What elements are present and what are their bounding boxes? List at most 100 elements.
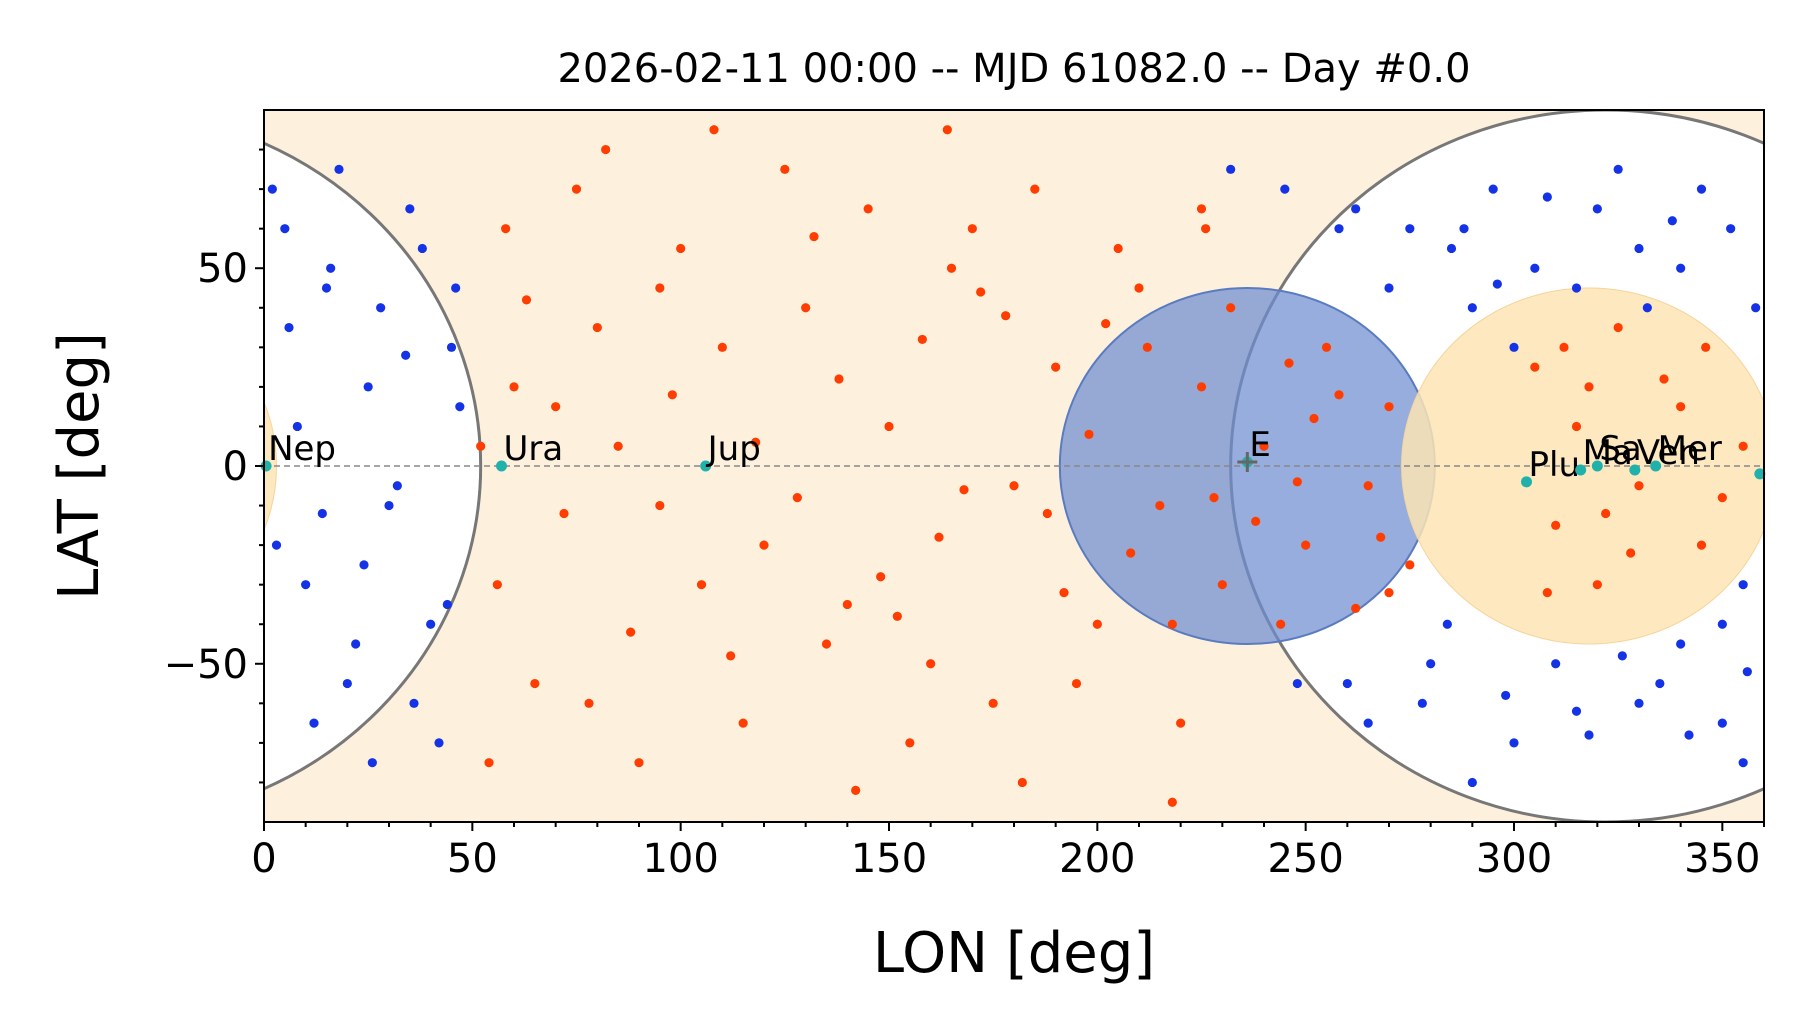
x-tick-label: 250 [1267, 836, 1343, 882]
red-point [1542, 587, 1552, 598]
blue-point [1292, 678, 1302, 689]
earth-cross-marker [1237, 452, 1258, 473]
red-point [946, 263, 957, 273]
blue-point [359, 560, 369, 570]
blue-point [417, 243, 427, 254]
planet-label: Jup [706, 429, 761, 469]
blue-point [1655, 678, 1665, 689]
blue-point [455, 402, 465, 412]
blue-point [1488, 184, 1498, 194]
blue-point [1738, 580, 1748, 590]
blue-point [409, 698, 419, 708]
red-point [751, 437, 761, 447]
blue-point [434, 738, 444, 748]
x-axis-label: LON [deg] [873, 921, 1155, 986]
blue-point [1351, 204, 1361, 214]
planet-marker [496, 460, 507, 472]
red-point [1059, 587, 1069, 598]
red-point [863, 204, 873, 214]
red-point [1092, 619, 1102, 629]
avoid-circle-1 [264, 141, 483, 791]
red-point [1592, 580, 1602, 590]
red-point [801, 303, 811, 313]
blue-point [1509, 342, 1519, 352]
red-point [1042, 508, 1052, 519]
blue-point [1571, 283, 1582, 293]
blue-point [351, 639, 361, 649]
planet-marker [1650, 460, 1662, 472]
red-point [1113, 243, 1123, 254]
red-point [934, 532, 944, 542]
red-point [1001, 311, 1011, 321]
red-point [876, 572, 886, 582]
planet-label: Plu [1529, 445, 1581, 485]
blue-point [392, 481, 402, 491]
blue-point [1417, 698, 1427, 708]
red-point [917, 334, 927, 345]
red-point [1334, 390, 1344, 400]
red-point [1301, 540, 1311, 550]
blue-point [334, 164, 344, 174]
blue-point [1492, 279, 1502, 289]
blue-point [1442, 619, 1452, 629]
red-point [592, 322, 602, 333]
red-point [1309, 413, 1319, 424]
red-point [1376, 532, 1386, 542]
red-point [1405, 560, 1415, 570]
red-point [1276, 619, 1286, 629]
red-point [1084, 429, 1094, 439]
red-point [1738, 441, 1748, 451]
x-tick-label: 50 [447, 836, 498, 882]
planet-marker [700, 460, 712, 472]
red-point [1051, 362, 1061, 372]
red-point [1584, 382, 1594, 392]
blue-point [1634, 243, 1644, 254]
y-tick-label: −50 [164, 642, 248, 688]
blue-point [267, 184, 277, 194]
blue-point [405, 204, 415, 214]
blue-point [1617, 651, 1627, 661]
blue-point [1642, 303, 1652, 313]
red-point [1613, 322, 1623, 333]
blue-point [1742, 667, 1752, 677]
blue-point [1363, 718, 1373, 728]
red-point [821, 639, 832, 649]
red-point [696, 580, 707, 590]
red-point [851, 785, 861, 795]
blue-point [1726, 224, 1736, 234]
red-point [1071, 678, 1082, 689]
red-point [1659, 374, 1669, 384]
blue-point [301, 580, 311, 590]
planet-label: Ven [1637, 433, 1700, 473]
red-point [967, 224, 977, 234]
red-point [1217, 580, 1227, 590]
planet-marker [1575, 464, 1587, 476]
red-point [676, 243, 686, 254]
red-point [634, 758, 644, 768]
planet-label: Ma [1583, 433, 1633, 473]
blue-point [1676, 639, 1686, 649]
blue-point [1738, 758, 1748, 768]
red-point [1530, 362, 1540, 372]
x-tick-label: 350 [1684, 836, 1760, 882]
red-point [1196, 204, 1207, 214]
blue-point [1405, 224, 1415, 234]
red-point [1717, 493, 1727, 503]
red-point [1101, 319, 1111, 329]
x-tick-label: 200 [1059, 836, 1135, 882]
red-point [1696, 540, 1707, 550]
red-point [1351, 603, 1361, 614]
red-point [1209, 493, 1219, 503]
red-point [521, 295, 532, 305]
blue-point [326, 263, 336, 273]
red-point [1009, 481, 1019, 491]
red-point [1167, 797, 1177, 807]
red-point [1201, 224, 1211, 234]
planet-marker [1629, 464, 1641, 476]
red-point [571, 184, 582, 194]
red-point [926, 659, 936, 669]
blue-point [1613, 164, 1623, 174]
red-point [1321, 342, 1332, 352]
